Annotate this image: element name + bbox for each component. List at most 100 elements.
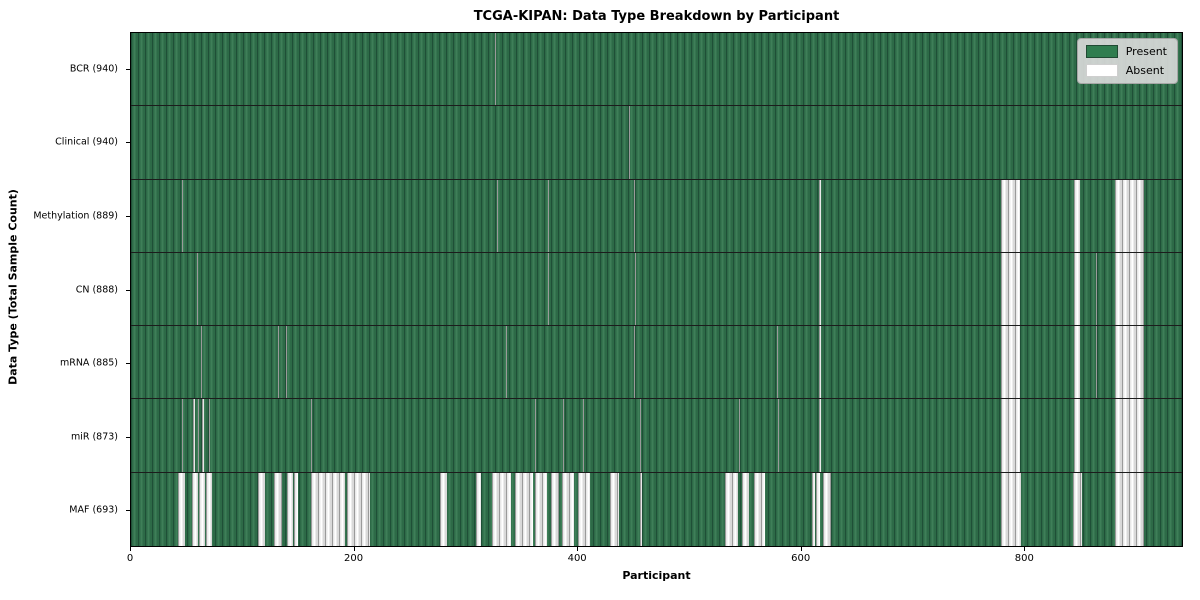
- absent-stripe: [475, 472, 482, 546]
- present-swatch-icon: [1085, 45, 1118, 58]
- absent-stripe: [819, 399, 821, 472]
- heatmap-row-maf: [131, 472, 1182, 546]
- absent-stripe: [182, 399, 184, 472]
- heatmap-row-cn: [131, 252, 1182, 327]
- absent-stripe: [578, 472, 590, 546]
- absent-stripe: [742, 472, 750, 546]
- y-tick-label-clinical: Clinical (940): [55, 136, 118, 148]
- plot-area: Present Absent: [130, 32, 1183, 547]
- absent-stripe: [494, 33, 496, 106]
- absent-stripe: [776, 326, 779, 399]
- absent-stripe: [209, 399, 211, 472]
- y-tick-mark: [126, 510, 130, 512]
- absent-stripe: [201, 326, 203, 399]
- x-tick-mark: [800, 547, 802, 551]
- absent-stripe: [193, 399, 195, 472]
- absent-stripe: [1001, 326, 1021, 399]
- absent-stripe: [496, 179, 499, 252]
- absent-stripe: [634, 326, 636, 399]
- absent-stripe: [534, 472, 548, 546]
- absent-stripe: [286, 326, 288, 399]
- y-axis-label: Data Type (Total Sample Count): [6, 189, 20, 385]
- legend-item-absent: Absent: [1085, 64, 1167, 77]
- y-tick-label-maf: MAF (693): [69, 504, 118, 516]
- x-axis-label: Participant: [622, 569, 691, 582]
- absent-stripe: [550, 472, 560, 546]
- absent-stripe: [293, 472, 299, 546]
- absent-stripe: [819, 326, 821, 399]
- absent-stripe: [534, 399, 536, 472]
- absent-stripe: [634, 179, 636, 252]
- absent-stripe: [582, 399, 584, 472]
- absent-stripe: [202, 399, 204, 472]
- y-tick-label-mir: miR (873): [70, 431, 118, 443]
- absent-stripe: [1001, 472, 1022, 546]
- heatmap-row-methylation: [131, 179, 1182, 253]
- absent-stripe: [310, 472, 346, 546]
- x-tick-label-400: 400: [567, 553, 587, 564]
- y-tick-mark: [126, 289, 130, 291]
- absent-stripe: [548, 252, 550, 326]
- heatmap-row-bcr: [131, 33, 1182, 107]
- absent-stripe: [1072, 472, 1082, 546]
- x-tick-mark: [1024, 547, 1026, 551]
- x-tick-mark: [577, 547, 579, 551]
- absent-stripe: [287, 472, 293, 546]
- absent-stripe: [639, 472, 642, 546]
- x-tick-mark: [353, 547, 355, 551]
- x-tick-label-0: 0: [126, 553, 134, 564]
- absent-stripe: [1115, 252, 1145, 326]
- absent-swatch-icon: [1085, 64, 1118, 77]
- absent-stripe: [819, 252, 821, 326]
- absent-stripe: [1115, 399, 1145, 472]
- heatmap-row-clinical: [131, 106, 1182, 180]
- chart-title: TCGA-KIPAN: Data Type Breakdown by Parti…: [473, 9, 840, 24]
- y-tick-label-mrna: mRNA (885): [59, 357, 118, 369]
- legend-present-label: Present: [1125, 45, 1167, 58]
- absent-stripe: [1096, 252, 1098, 326]
- absent-stripe: [753, 472, 765, 546]
- y-tick-label-bcr: BCR (940): [69, 63, 118, 75]
- absent-stripe: [1073, 326, 1081, 399]
- absent-stripe: [1001, 179, 1021, 252]
- absent-stripe: [739, 399, 741, 472]
- y-tick-mark: [126, 142, 130, 144]
- absent-stripe: [514, 472, 533, 546]
- y-tick-mark: [126, 68, 130, 70]
- absent-stripe: [548, 179, 550, 252]
- absent-stripe: [1073, 399, 1081, 472]
- absent-stripe: [1096, 326, 1098, 399]
- absent-stripe: [205, 472, 213, 546]
- absent-stripe: [635, 252, 637, 326]
- x-tick-mark: [130, 547, 131, 551]
- absent-stripe: [347, 472, 370, 546]
- absent-stripe: [258, 472, 265, 546]
- y-tick-mark: [126, 363, 130, 365]
- legend-absent-label: Absent: [1125, 64, 1165, 77]
- absent-stripe: [811, 472, 815, 546]
- y-tick-mark: [126, 436, 130, 438]
- legend-item-present: Present: [1085, 45, 1167, 58]
- absent-stripe: [310, 399, 312, 472]
- absent-stripe: [1001, 252, 1021, 326]
- absent-stripe: [1115, 179, 1145, 252]
- absent-stripe: [1001, 399, 1021, 472]
- absent-stripe: [816, 472, 821, 546]
- absent-stripe: [819, 179, 821, 252]
- y-tick-label-cn: CN (888): [75, 284, 118, 295]
- y-tick-mark: [126, 215, 130, 217]
- absent-stripe: [196, 252, 198, 326]
- absent-stripe: [278, 326, 280, 399]
- absent-stripe: [177, 472, 185, 546]
- absent-stripe: [197, 399, 200, 472]
- y-tick-label-methylation: Methylation (889): [33, 210, 118, 222]
- absent-stripe: [492, 472, 512, 546]
- absent-stripe: [1115, 326, 1145, 399]
- absent-stripe: [562, 399, 564, 472]
- absent-stripe: [505, 326, 507, 399]
- legend: Present Absent: [1076, 38, 1178, 84]
- x-tick-label-600: 600: [791, 553, 811, 564]
- absent-stripe: [628, 106, 630, 179]
- absent-stripe: [822, 472, 831, 546]
